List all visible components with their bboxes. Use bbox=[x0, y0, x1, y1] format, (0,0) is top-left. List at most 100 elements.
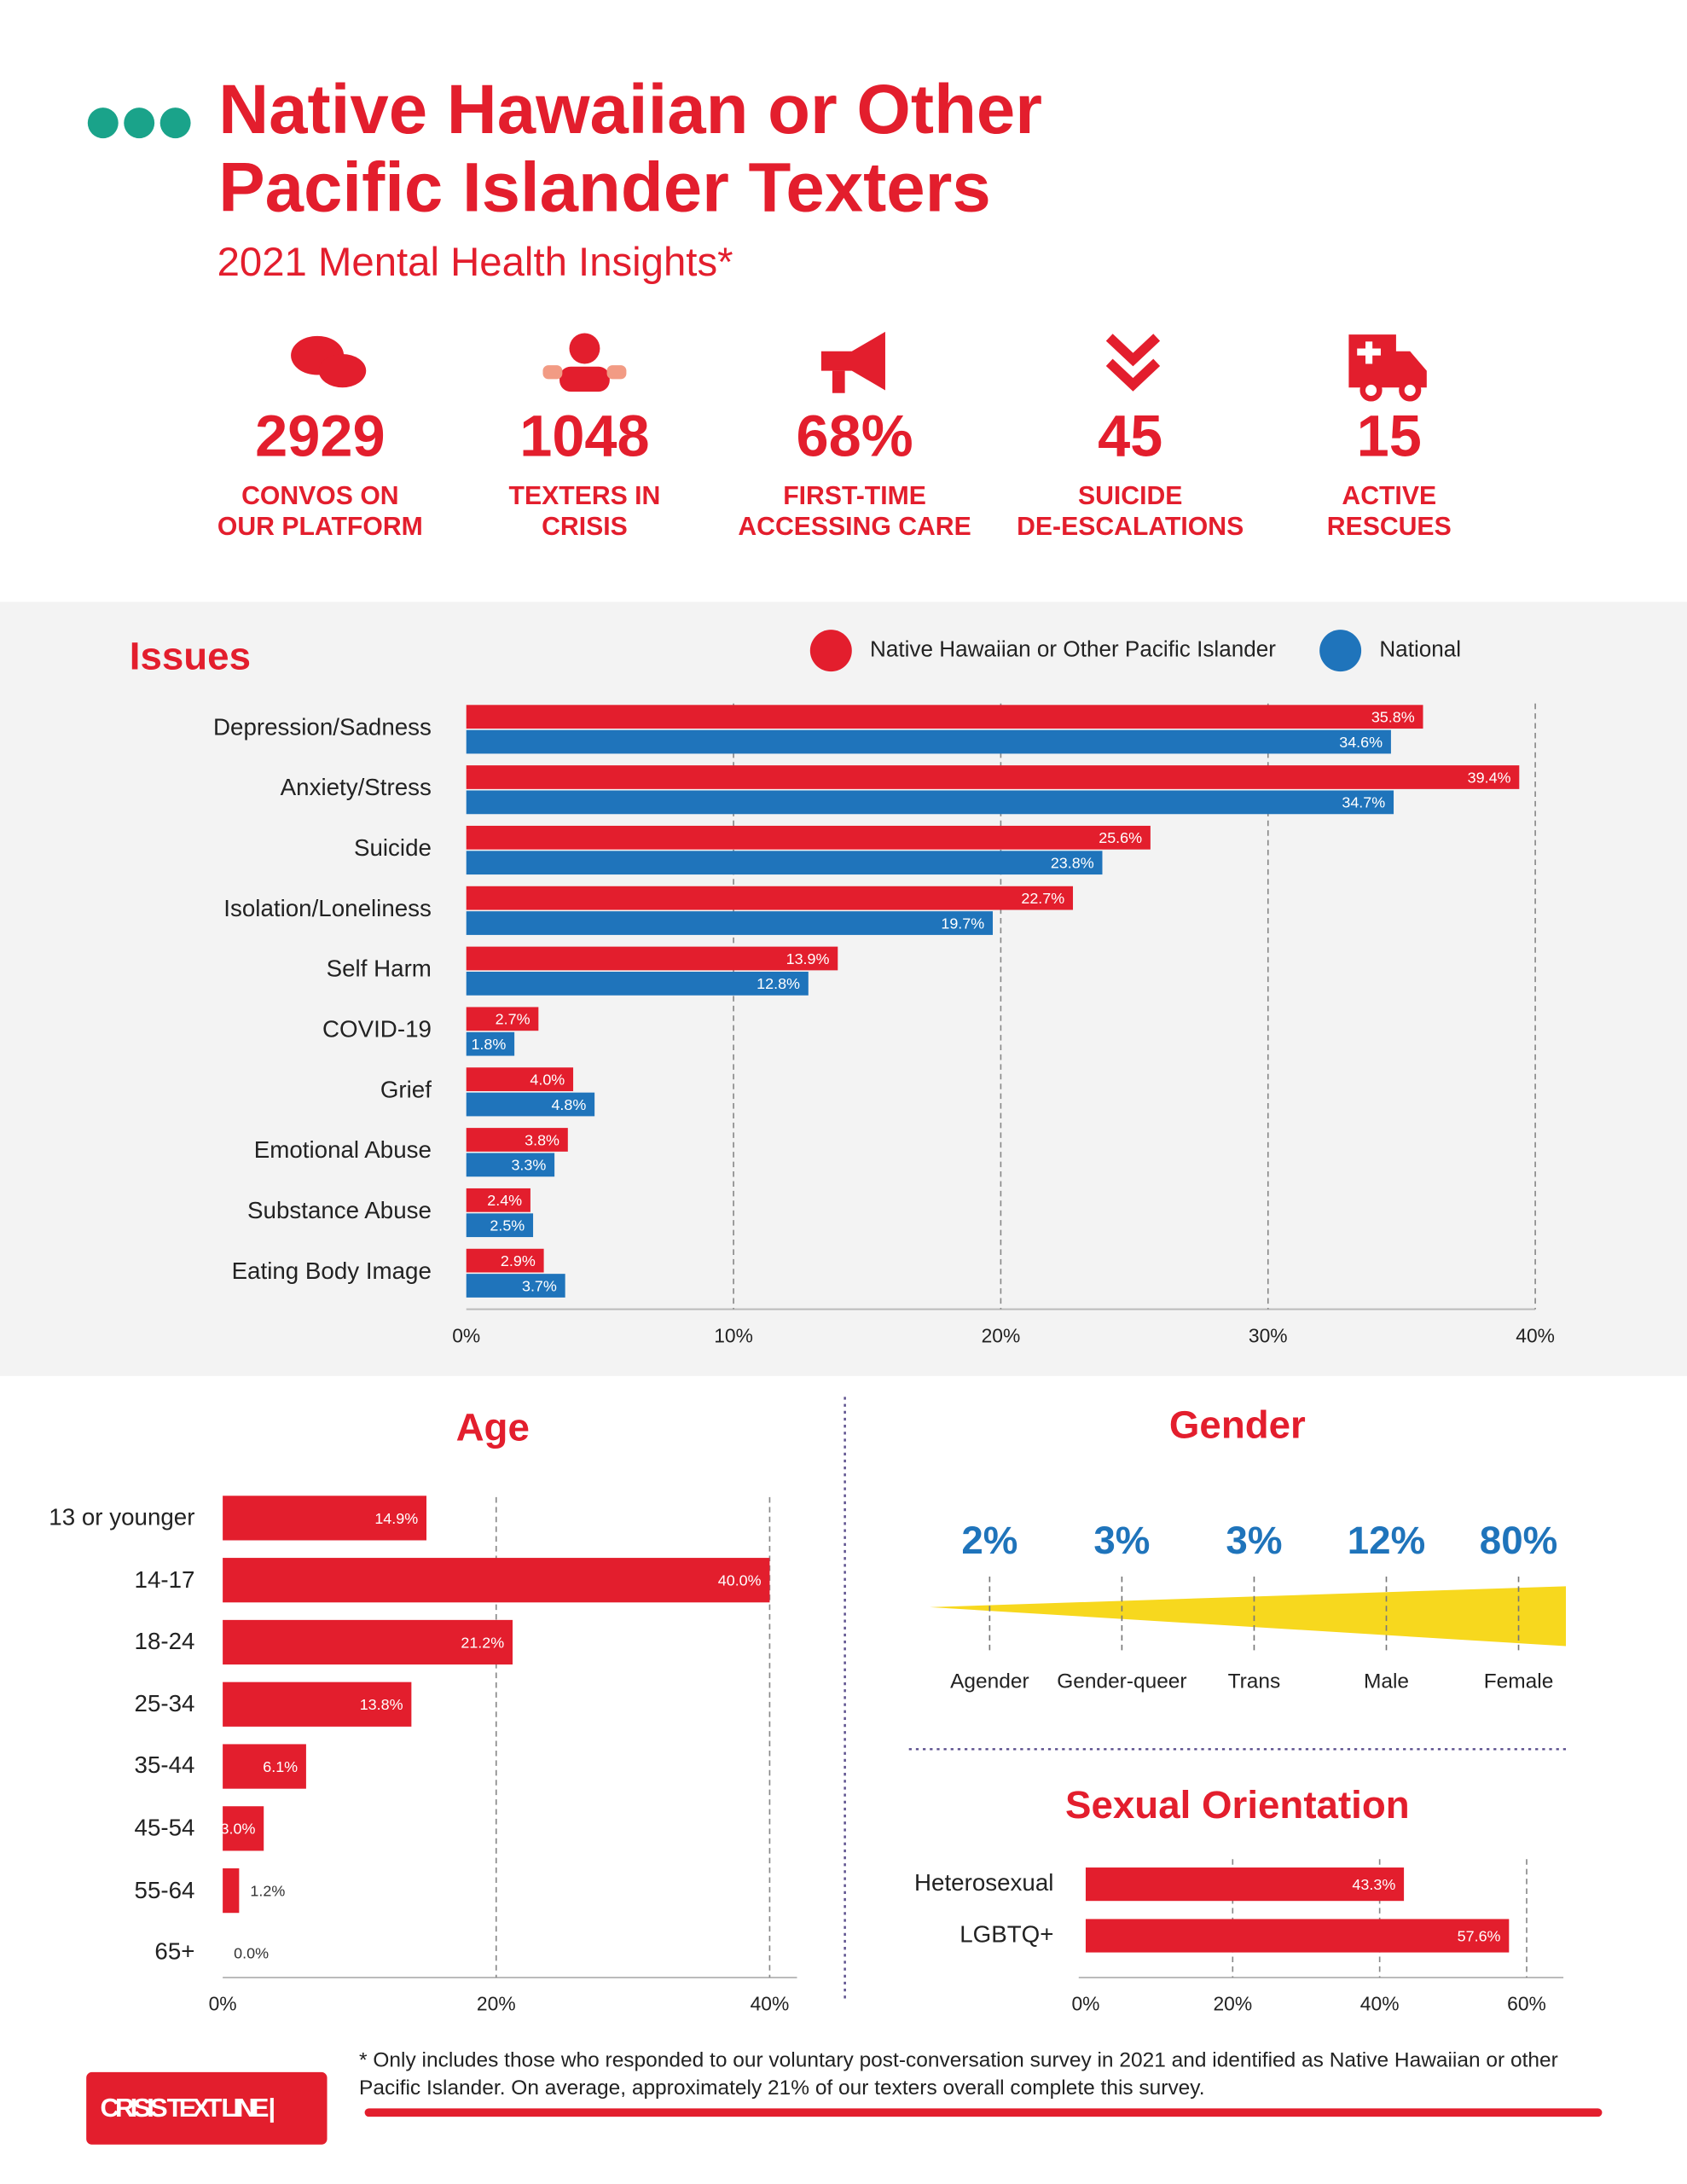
bar bbox=[466, 1274, 565, 1298]
stat-label: TEXTERS IN bbox=[509, 482, 661, 510]
category-box: 25-34 bbox=[134, 1690, 195, 1717]
x-tick-label: 20% bbox=[477, 1993, 516, 2015]
x-tick-label: 40% bbox=[751, 1993, 790, 2015]
subtitle: 2021 Mental Health Insights* bbox=[217, 240, 733, 285]
chevron-icon bbox=[1105, 358, 1161, 392]
category-label: Male bbox=[1364, 1670, 1409, 1693]
value-label: 80% bbox=[1480, 1519, 1557, 1562]
bar bbox=[466, 765, 1520, 789]
value-label: 34.6% bbox=[1339, 734, 1383, 751]
y-tick-label: 13 or younger bbox=[49, 1504, 195, 1531]
bar bbox=[223, 1744, 306, 1789]
category-box: 35-44 bbox=[134, 1752, 195, 1780]
stat-value: 68% bbox=[796, 403, 913, 468]
value-label: 19.7% bbox=[941, 915, 984, 932]
stat-value: 1048 bbox=[519, 403, 649, 468]
x-tick-label: 20% bbox=[1213, 1993, 1252, 2015]
bar bbox=[466, 851, 1103, 875]
category-label: Agender bbox=[950, 1670, 1029, 1693]
stat-label: RESCUES bbox=[1327, 513, 1452, 541]
chat-icon bbox=[318, 354, 367, 388]
legend-swatch bbox=[809, 630, 852, 672]
bar bbox=[466, 1188, 530, 1212]
bar bbox=[466, 911, 994, 935]
y-tick-label: Eating Body Image bbox=[232, 1258, 432, 1284]
value-label: 3% bbox=[1226, 1519, 1282, 1562]
value-label: 2% bbox=[961, 1519, 1017, 1562]
category-box: 13 or younger bbox=[49, 1504, 195, 1531]
category-box: 65+ bbox=[154, 1938, 195, 1966]
value-label: 34.7% bbox=[1342, 794, 1385, 811]
bar bbox=[466, 729, 1391, 754]
bar bbox=[223, 1496, 427, 1541]
stat-label: SUICIDE bbox=[1078, 482, 1182, 510]
bar bbox=[1085, 1919, 1510, 1953]
value-label: 4.0% bbox=[530, 1072, 565, 1089]
person-icon bbox=[606, 365, 627, 380]
y-tick-label: Grief bbox=[380, 1076, 432, 1102]
bar bbox=[466, 1031, 515, 1056]
value-label: 1.8% bbox=[471, 1036, 506, 1053]
value-label: 14.9% bbox=[374, 1510, 418, 1527]
title-line: Native Hawaiian or Other bbox=[218, 71, 1042, 148]
ambulance-icon bbox=[1359, 379, 1383, 402]
value-label: 2.7% bbox=[496, 1011, 530, 1028]
bar bbox=[466, 825, 1151, 850]
y-tick-label: Self Harm bbox=[327, 956, 432, 982]
bar bbox=[466, 705, 1423, 729]
value-label: 3% bbox=[1093, 1519, 1150, 1562]
y-tick-label: 18-24 bbox=[134, 1628, 195, 1655]
y-tick-label: 65+ bbox=[154, 1938, 195, 1966]
value-label: 22.7% bbox=[1021, 890, 1064, 907]
bar bbox=[466, 790, 1394, 815]
category-box: 45-54 bbox=[135, 1815, 195, 1841]
value-label: 25.6% bbox=[1099, 829, 1142, 846]
bar bbox=[466, 1092, 595, 1117]
chart-title: Gender bbox=[1169, 1403, 1306, 1446]
bar bbox=[223, 1682, 412, 1727]
logo-box bbox=[86, 2071, 328, 2145]
y-tick-label: COVID-19 bbox=[322, 1016, 432, 1043]
y-tick-label: Emotional Abuse bbox=[254, 1136, 432, 1163]
y-tick-label: Anxiety/Stress bbox=[281, 774, 432, 800]
megaphone-icon bbox=[832, 370, 845, 393]
value-label: 43.3% bbox=[1352, 1876, 1395, 1893]
value-label: 4.8% bbox=[551, 1096, 586, 1113]
y-tick-label: Isolation/Loneliness bbox=[223, 895, 432, 921]
y-tick-label: Substance Abuse bbox=[247, 1197, 432, 1223]
value-label: 13.8% bbox=[360, 1696, 403, 1713]
value-label: 12% bbox=[1348, 1519, 1425, 1562]
x-tick-label: 0% bbox=[452, 1324, 480, 1346]
value-label: 0.0% bbox=[234, 1944, 269, 1961]
x-tick-label: 20% bbox=[982, 1324, 1021, 1346]
stat-label: ACCESSING CARE bbox=[738, 513, 971, 541]
ambulance-icon bbox=[1357, 348, 1381, 356]
value-label: 3.7% bbox=[522, 1277, 557, 1294]
bar bbox=[466, 971, 809, 996]
legend-label: Native Hawaiian or Other Pacific Islande… bbox=[870, 636, 1276, 662]
value-label: 3.8% bbox=[525, 1131, 559, 1148]
legend-label: National bbox=[1379, 636, 1461, 662]
value-label: 57.6% bbox=[1458, 1927, 1501, 1944]
stat-label: OUR PLATFORM bbox=[217, 513, 423, 541]
y-tick-label: 35-44 bbox=[134, 1752, 195, 1780]
category-label: Trans bbox=[1228, 1670, 1281, 1693]
value-label: 2.4% bbox=[487, 1192, 522, 1209]
note-box: * Only includes those who responded to o… bbox=[359, 2048, 1558, 2100]
value-label: 3.3% bbox=[511, 1157, 546, 1174]
y-tick-label: LGBTQ+ bbox=[959, 1920, 1053, 1947]
wedge bbox=[930, 1586, 1567, 1647]
chart-title: Age bbox=[456, 1406, 530, 1449]
person-icon bbox=[559, 366, 610, 392]
x-tick-label: 60% bbox=[1507, 1993, 1546, 2015]
dot bbox=[159, 107, 191, 139]
person-icon bbox=[542, 365, 563, 380]
bar bbox=[466, 1153, 555, 1177]
value-label: 2.5% bbox=[490, 1217, 525, 1234]
y-tick-label: 25-34 bbox=[134, 1690, 195, 1717]
category-box: 14-17 bbox=[135, 1566, 195, 1593]
value-label: 3.0% bbox=[221, 1821, 256, 1838]
chart-title: Sexual Orientation bbox=[1065, 1783, 1410, 1827]
value-label: 23.8% bbox=[1051, 855, 1094, 872]
